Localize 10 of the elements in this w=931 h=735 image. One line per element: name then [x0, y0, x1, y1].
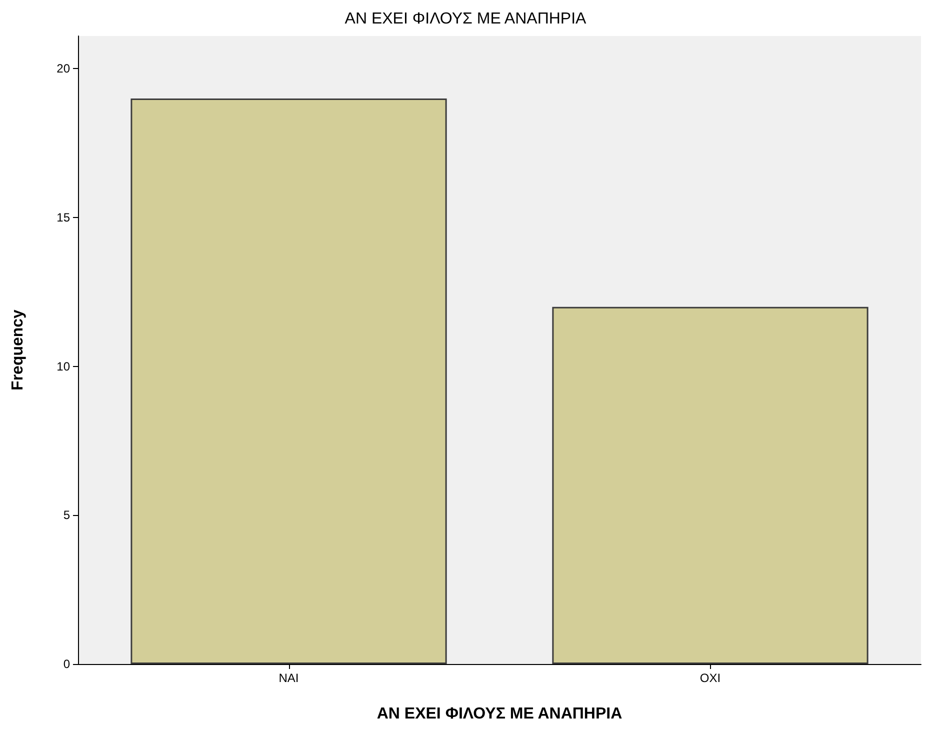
- y-tick-label: 0: [63, 657, 70, 671]
- y-tick-label: 10: [56, 359, 70, 374]
- y-tick-label: 5: [63, 508, 70, 522]
- x-tick-label: ΝΑΙ: [278, 671, 299, 685]
- x-tick-label: ΟΧΙ: [700, 671, 721, 685]
- x-axis-title: ΑΝ ΕΧΕΙ ΦΙΛΟΥΣ ΜΕ ΑΝΑΠΗΡΙΑ: [376, 706, 623, 722]
- y-tick-label: 15: [56, 210, 70, 225]
- y-tick-label: 20: [56, 62, 70, 76]
- chart-title: ΑΝ ΕΧΕΙ ΦΙΛΟΥΣ ΜΕ ΑΝΑΠΗΡΙΑ: [344, 10, 587, 28]
- y-axis-title: Frequency: [10, 309, 26, 390]
